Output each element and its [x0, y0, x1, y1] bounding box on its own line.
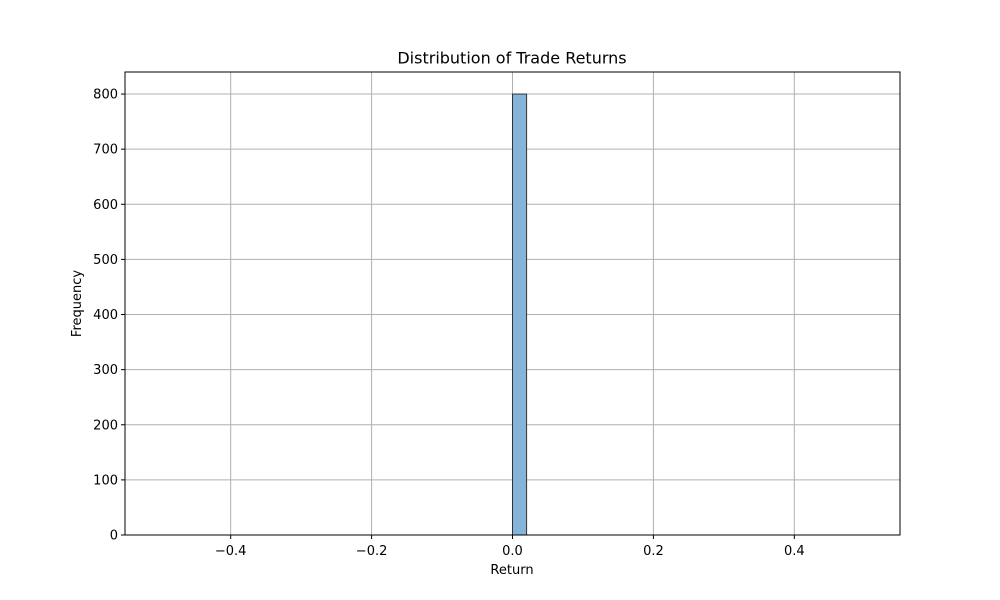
x-tick-label: −0.4 [215, 544, 247, 559]
ticks: −0.4 −0.2 0.0 0.2 0.4 0 100 200 300 400 500 600 700 8… [93, 88, 804, 559]
y-tick-label: 200 [93, 418, 118, 433]
y-axis-label: Frequency [70, 270, 85, 337]
y-tick-label: 100 [93, 473, 118, 488]
x-tick-label: −0.2 [356, 544, 388, 559]
histogram-bar [512, 93, 528, 536]
x-axis-label: Return [490, 563, 533, 578]
x-tick-label: 0.0 [502, 544, 523, 559]
y-tick-label: 800 [93, 88, 118, 103]
x-tick-label: 0.2 [643, 544, 664, 559]
y-tick-label: 600 [93, 198, 118, 213]
y-tick-label: 500 [93, 253, 118, 268]
chart-title: Distribution of Trade Returns [397, 49, 626, 68]
x-tick-label: 0.4 [784, 544, 805, 559]
y-tick-label: 700 [93, 143, 118, 158]
y-tick-label: 0 [110, 529, 118, 544]
y-tick-label: 400 [93, 308, 118, 323]
y-tick-label: 300 [93, 363, 118, 378]
